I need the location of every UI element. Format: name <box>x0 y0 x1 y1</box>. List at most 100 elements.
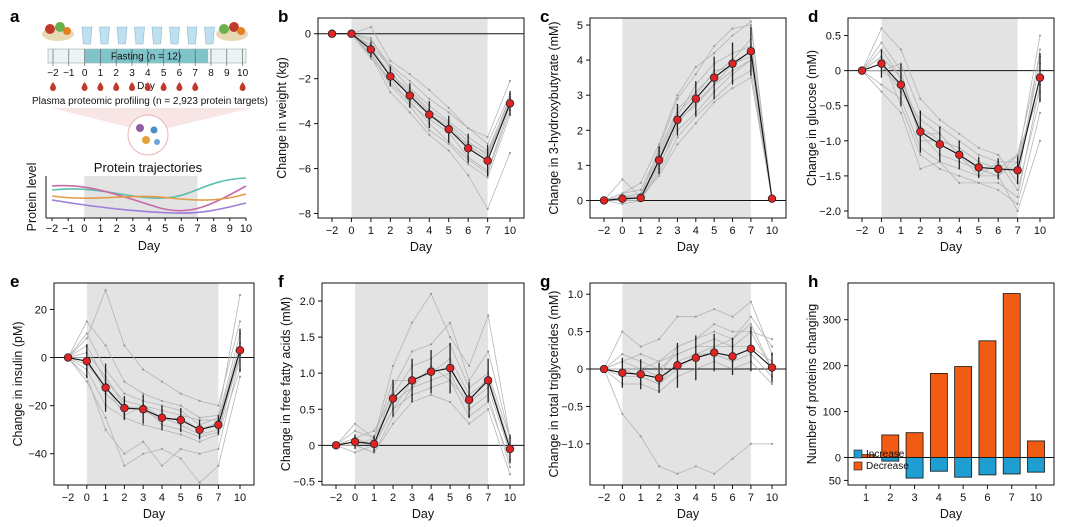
y-tick-label: −20 <box>28 401 47 413</box>
fasting-bar <box>85 49 208 63</box>
x-tick-label: 10 <box>1030 492 1042 504</box>
x-tick-label: 4 <box>146 223 152 235</box>
legend-swatch <box>853 449 863 459</box>
individual-point <box>428 97 431 100</box>
water-cups <box>81 26 215 45</box>
x-tick-label: 4 <box>159 492 165 504</box>
individual-point <box>198 440 201 443</box>
individual-point <box>713 51 716 55</box>
mean-point <box>935 140 945 149</box>
individual-point <box>429 292 433 295</box>
individual-point <box>749 300 752 303</box>
mean-point <box>618 194 627 203</box>
mean-point <box>63 353 73 362</box>
individual-point <box>770 442 774 445</box>
bar-decrease <box>881 434 900 458</box>
individual-point <box>448 336 452 339</box>
individual-point <box>160 380 164 383</box>
individual-point <box>1016 153 1019 156</box>
individual-point <box>938 167 941 170</box>
individual-point <box>369 39 373 42</box>
y-tick-label: 3 <box>577 90 583 102</box>
individual-point <box>448 400 452 404</box>
individual-point <box>179 404 182 407</box>
individual-point <box>958 132 961 135</box>
individual-point <box>85 380 88 383</box>
individual-point <box>749 442 752 445</box>
individual-line <box>603 59 773 201</box>
x-tick-label: 1 <box>638 225 644 237</box>
profiling-label: Plasma proteomic profiling (n = 2,923 pr… <box>32 96 268 107</box>
individual-line <box>861 70 1041 212</box>
individual-line <box>332 33 511 152</box>
mean-point <box>214 420 223 430</box>
x-tick-label: 3 <box>912 492 918 504</box>
individual-line <box>67 357 241 467</box>
mean-point <box>405 91 415 100</box>
individual-point <box>142 452 145 455</box>
x-tick-label: 3 <box>937 225 943 237</box>
x-tick-label: 6 <box>466 492 472 504</box>
individual-point <box>179 433 182 436</box>
individual-point <box>487 350 490 353</box>
individual-point <box>429 343 433 346</box>
y-tick-label: 0 <box>41 353 47 365</box>
x-axis-label: Day <box>410 240 433 254</box>
bar-increase <box>1002 457 1021 475</box>
x-tick-label: 5 <box>976 225 982 237</box>
mean-point <box>386 72 395 81</box>
x-tick-label: −2 <box>62 492 75 504</box>
individual-point <box>198 452 201 455</box>
blood-drop-icon <box>160 82 167 91</box>
timeline-tick-label: 8 <box>208 68 214 79</box>
y-tick-label: −6 <box>298 164 311 176</box>
individual-point <box>657 174 661 177</box>
x-tick-label: 5 <box>960 492 966 504</box>
individual-point <box>639 181 642 185</box>
individual-point <box>238 293 242 297</box>
individual-line <box>603 368 772 475</box>
y-axis-label: Protein level <box>25 163 39 232</box>
individual-point <box>731 315 734 318</box>
individual-point <box>123 464 126 467</box>
individual-line <box>603 56 773 205</box>
individual-point <box>486 176 489 179</box>
individual-point <box>467 162 470 166</box>
mean-point <box>877 59 886 68</box>
mean-point <box>767 194 777 203</box>
panel-letter: h <box>808 272 818 291</box>
individual-line <box>67 357 241 443</box>
trajectory-plot: −2 −1 0 1 2 3 4 5 6 7 8 9 10 Day Protein level <box>25 163 252 253</box>
individual-point <box>938 118 941 121</box>
individual-point <box>217 464 220 467</box>
individual-point <box>508 465 512 469</box>
timeline-tick-label: 6 <box>177 68 183 79</box>
individual-point <box>104 289 107 292</box>
x-tick-label: 0 <box>619 225 625 237</box>
individual-point <box>694 122 697 125</box>
mean-point <box>483 156 492 165</box>
mean-point <box>505 99 515 108</box>
x-tick-label: 6 <box>729 225 735 237</box>
individual-point <box>508 79 512 83</box>
panel-letter: b <box>278 7 288 26</box>
water-cup-icon <box>186 26 198 45</box>
individual-point <box>391 364 395 368</box>
mean-point <box>426 367 436 376</box>
x-tick-label: 6 <box>984 492 990 504</box>
x-tick-label: 2 <box>656 492 662 504</box>
individual-point <box>487 314 490 317</box>
trajectory-line <box>51 184 247 212</box>
mean-point <box>746 344 756 354</box>
x-tick-label: 7 <box>485 492 491 504</box>
x-tick-label: 6 <box>729 492 735 504</box>
x-tick-label: 5 <box>162 223 168 235</box>
blood-drop-icon <box>81 82 88 91</box>
individual-point <box>770 382 774 386</box>
timeline-tick-label: 3 <box>129 68 135 79</box>
bar-decrease <box>929 373 948 458</box>
x-tick-label: 6 <box>197 492 203 504</box>
individual-line <box>332 33 511 158</box>
individual-point <box>160 399 164 402</box>
